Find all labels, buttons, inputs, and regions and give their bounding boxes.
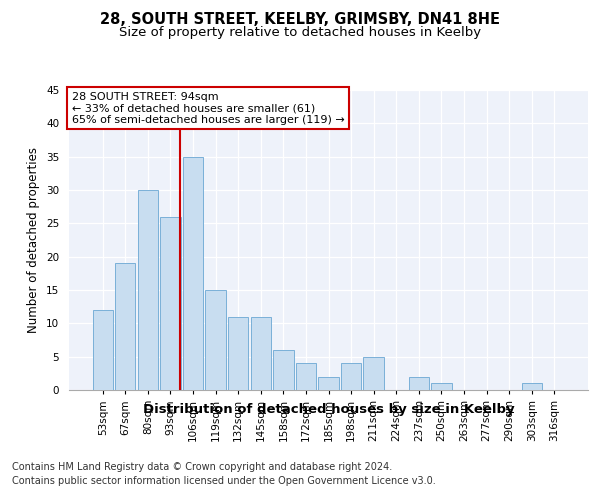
Bar [205,290,226,390]
Bar [138,190,158,390]
Bar [296,364,316,390]
Bar [273,350,293,390]
Text: Size of property relative to detached houses in Keelby: Size of property relative to detached ho… [119,26,481,39]
Bar [183,156,203,390]
Bar [251,316,271,390]
Text: 28, SOUTH STREET, KEELBY, GRIMSBY, DN41 8HE: 28, SOUTH STREET, KEELBY, GRIMSBY, DN41 … [100,12,500,28]
Text: 28 SOUTH STREET: 94sqm
← 33% of detached houses are smaller (61)
65% of semi-det: 28 SOUTH STREET: 94sqm ← 33% of detached… [71,92,344,124]
Bar [115,264,136,390]
Bar [521,384,542,390]
Bar [319,376,338,390]
Bar [341,364,361,390]
Bar [92,310,113,390]
Bar [431,384,452,390]
Text: Contains public sector information licensed under the Open Government Licence v3: Contains public sector information licen… [12,476,436,486]
Bar [160,216,181,390]
Bar [364,356,384,390]
Bar [409,376,429,390]
Text: Contains HM Land Registry data © Crown copyright and database right 2024.: Contains HM Land Registry data © Crown c… [12,462,392,472]
Bar [228,316,248,390]
Text: Distribution of detached houses by size in Keelby: Distribution of detached houses by size … [143,402,515,415]
Y-axis label: Number of detached properties: Number of detached properties [28,147,40,333]
